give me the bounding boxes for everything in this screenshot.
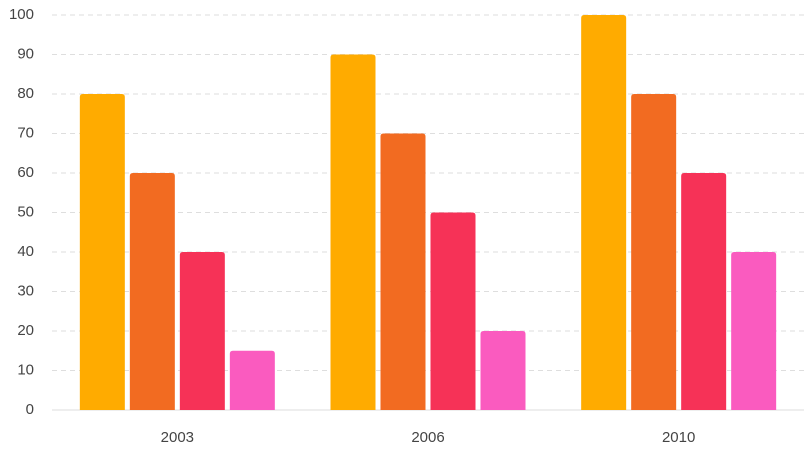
bar	[179, 252, 225, 410]
x-tick-label: 2010	[662, 429, 695, 446]
y-tick-label: 60	[17, 164, 34, 181]
y-tick-label: 90	[17, 45, 34, 62]
x-tick-label: 2003	[161, 429, 194, 446]
bar	[480, 331, 526, 410]
bar	[380, 133, 426, 410]
bar	[330, 54, 376, 410]
bar	[129, 173, 175, 410]
x-tick-label: 2006	[411, 429, 444, 446]
y-tick-label: 50	[17, 203, 34, 220]
y-tick-label: 40	[17, 243, 34, 260]
bar	[79, 94, 125, 410]
bar	[430, 212, 476, 410]
y-tick-label: 0	[26, 401, 34, 418]
bar	[731, 252, 777, 410]
y-tick-label: 70	[17, 124, 34, 141]
bar	[681, 173, 727, 410]
y-tick-label: 80	[17, 85, 34, 102]
bar	[229, 350, 275, 410]
y-tick-label: 100	[9, 6, 34, 23]
y-tick-label: 20	[17, 322, 34, 339]
y-tick-label: 10	[17, 361, 34, 378]
bar	[631, 94, 677, 410]
bar	[581, 15, 627, 410]
y-tick-label: 30	[17, 282, 34, 299]
